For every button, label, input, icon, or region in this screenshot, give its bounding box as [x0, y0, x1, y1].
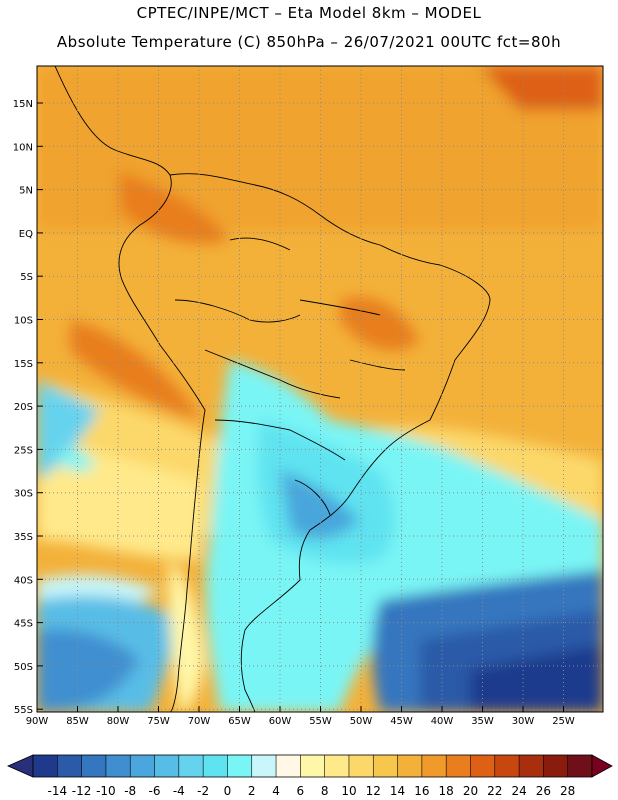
colorbar-label: -12	[72, 784, 92, 798]
colorbar-label: -4	[173, 784, 185, 798]
colorbar-label: 6	[297, 784, 305, 798]
colorbar-label: 20	[463, 784, 478, 798]
colorbar: -14 -12 -10 -8 -6 -4 -2 0 2 4 6 8 10 12 14 16 18 20 22 24 26…	[7, 754, 613, 798]
lon-tick-label: 50W	[350, 716, 373, 727]
colorbar-low-arrow	[7, 754, 34, 778]
colorbar-swatch	[446, 755, 471, 777]
colorbar-label: 8	[321, 784, 329, 798]
colorbar-swatch	[57, 755, 82, 777]
colorbar-label: 18	[439, 784, 454, 798]
lon-tick-label: 80W	[107, 716, 130, 727]
colorbar-swatch	[300, 755, 325, 777]
colorbar-swatch	[81, 755, 107, 777]
colorbar-label: 2	[248, 784, 256, 798]
colorbar-label: 24	[511, 784, 526, 798]
colorbar-swatch	[227, 755, 253, 777]
lon-tick-label: 30W	[512, 716, 535, 727]
lon-tick-label: 70W	[188, 716, 211, 727]
lon-tick-label: 90W	[26, 716, 49, 727]
lon-tick-label: 45W	[390, 716, 413, 727]
colorbar-swatch	[324, 755, 350, 777]
chart-title-line1: CPTEC/INPE/MCT – Eta Model 8km – MODEL	[136, 4, 482, 22]
colorbar-swatch	[397, 755, 423, 777]
colorbar-high-arrow	[591, 754, 613, 778]
colorbar-label: 28	[560, 784, 575, 798]
colorbar-label: -14	[47, 784, 67, 798]
lon-tick-label: 40W	[431, 716, 454, 727]
lat-tick-label: 25S	[14, 445, 33, 456]
colorbar-label: 10	[341, 784, 356, 798]
colorbar-swatch	[373, 755, 398, 777]
colorbar-swatch	[251, 755, 277, 777]
colorbar-label: -6	[149, 784, 161, 798]
colorbar-label: 22	[487, 784, 502, 798]
lat-tick-label: 40S	[14, 575, 33, 586]
lon-tick-label: 60W	[269, 716, 292, 727]
lat-tick-label: 10S	[14, 316, 33, 327]
colorbar-swatch	[203, 755, 228, 777]
colorbar-label: 16	[414, 784, 429, 798]
lat-tick-label: 5S	[20, 272, 33, 283]
lon-tick-label: 65W	[228, 716, 251, 727]
colorbar-swatch	[543, 755, 568, 777]
colorbar-label: 12	[366, 784, 381, 798]
lat-tick-label: 15S	[14, 359, 33, 370]
colorbar-label: 4	[272, 784, 280, 798]
lon-tick-label: 85W	[66, 716, 89, 727]
lon-tick-label: 75W	[147, 716, 170, 727]
colorbar-label: 14	[390, 784, 405, 798]
lon-tick-label: 25W	[552, 716, 575, 727]
lon-tick-label: 55W	[309, 716, 332, 727]
lat-tick-label: 35S	[14, 532, 33, 543]
colorbar-label: 26	[536, 784, 551, 798]
colorbar-swatch	[276, 755, 301, 777]
colorbar-swatch	[470, 755, 496, 777]
colorbar-swatch	[33, 755, 58, 777]
colorbar-swatch	[105, 755, 131, 777]
colorbar-frame	[32, 754, 593, 778]
latitude-axis: 15N 10N 5N EQ 5S 10S 15S 20S 25S 30S 35S 40S 45S 50S 5…	[13, 99, 43, 716]
colorbar-swatch	[130, 755, 155, 777]
longitude-axis: 90W 85W 80W 75W 70W 65W 60W 55W 50W 45W 40W 35W 30W 2…	[26, 706, 575, 727]
colorbar-swatch	[178, 755, 204, 777]
chart-title-line2: Absolute Temperature (C) 850hPa – 26/07/…	[56, 33, 562, 51]
lat-tick-label: 15N	[13, 99, 33, 110]
lat-tick-label: 10N	[13, 142, 33, 153]
colorbar-swatch	[519, 755, 544, 777]
colorbar-label: -8	[124, 784, 136, 798]
colorbar-label: -2	[197, 784, 209, 798]
colorbar-swatch	[567, 755, 593, 777]
lat-tick-label: 50S	[14, 662, 33, 673]
colorbar-swatch	[154, 755, 180, 777]
colorbar-swatch	[421, 755, 447, 777]
lat-tick-label: 55S	[14, 705, 33, 716]
colorbar-swatch	[348, 755, 374, 777]
colorbar-swatch	[494, 755, 520, 777]
colorbar-label: 0	[224, 784, 232, 798]
lat-tick-label: 45S	[14, 619, 33, 630]
lon-tick-label: 35W	[471, 716, 494, 727]
colorbar-label: -10	[96, 784, 116, 798]
lat-tick-label: 20S	[14, 402, 33, 413]
lat-tick-label: 5N	[19, 186, 33, 197]
lat-tick-label: 30S	[14, 489, 33, 500]
lat-tick-label: EQ	[19, 229, 33, 240]
